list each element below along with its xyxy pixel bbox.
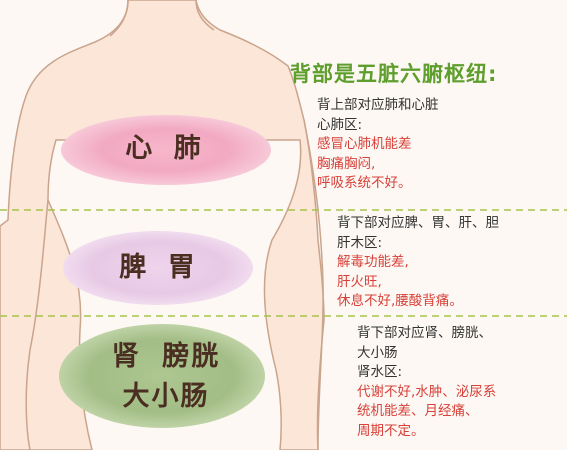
note-middle-symptom: 休息不好,腰酸背痛。 [337,293,463,309]
note-middle-symptom: 解毒功能差, [337,254,409,270]
kidney-bladder-text: 肾 膀胱 [111,341,221,372]
note-upper-symptom: 感冒心肺机能差 [317,136,412,152]
note-upper-area: 心肺区: [317,116,363,133]
note-lower-symptom: 统机能差、月经痛、 [357,403,479,419]
note-lower-symptom: 周期不定。 [357,422,425,439]
note-upper-symptom: 呼吸系统不好。 [317,175,412,191]
note-lower-desc: 背下部对应肾、膀胱、 [357,325,492,341]
arm-line-left [25,199,49,450]
note-upper-desc: 背上部对应肺和心脏 [317,97,439,113]
spleen-stomach-text: 脾 胃 [119,252,201,283]
heart-lung-text: 心 肺 [125,133,207,164]
kidney-intestine-zone [59,324,265,428]
torso-outline [0,0,325,450]
note-lower-desc: 大小肠 [357,344,398,361]
page-title: 背部是五脏六腑枢纽: [290,62,498,86]
note-upper: 背上部对应肺和心脏 心肺区: 感冒心肺机能差 胸痛胸闷, 呼吸系统不好。 [317,96,439,194]
note-middle-desc: 背下部对应脾、胃、肝、胆 [337,215,499,231]
note-upper-symptom: 胸痛胸闷, [317,155,376,172]
heart-lung-label: 心 肺 [86,132,246,166]
note-lower: 背下部对应肾、膀胱、 大小肠 肾水区: 代谢不好,水肿、泌尿系 统机能差、月经痛… [357,324,496,441]
spleen-stomach-zone [63,231,253,305]
neck-line-left [109,0,129,37]
note-middle-symptom: 肝火旺, [337,273,382,290]
heart-lung-zone [61,115,271,185]
note-lower-area: 肾水区: [357,364,403,380]
kidney-intestine-label: 肾 膀胱 大小肠 [66,340,266,414]
note-lower-symptom: 代谢不好,水肿、泌尿系 [357,383,497,400]
note-middle: 背下部对应脾、胃、肝、胆 肝木区: 解毒功能差, 肝火旺, 休息不好,腰酸背痛。 [337,214,499,312]
note-middle-area: 肝木区: [337,234,383,251]
arm-line-right [303,119,324,450]
spleen-stomach-label: 脾 胃 [80,251,240,285]
intestine-text: 大小肠 [122,381,210,412]
neck-line-right [195,0,215,31]
